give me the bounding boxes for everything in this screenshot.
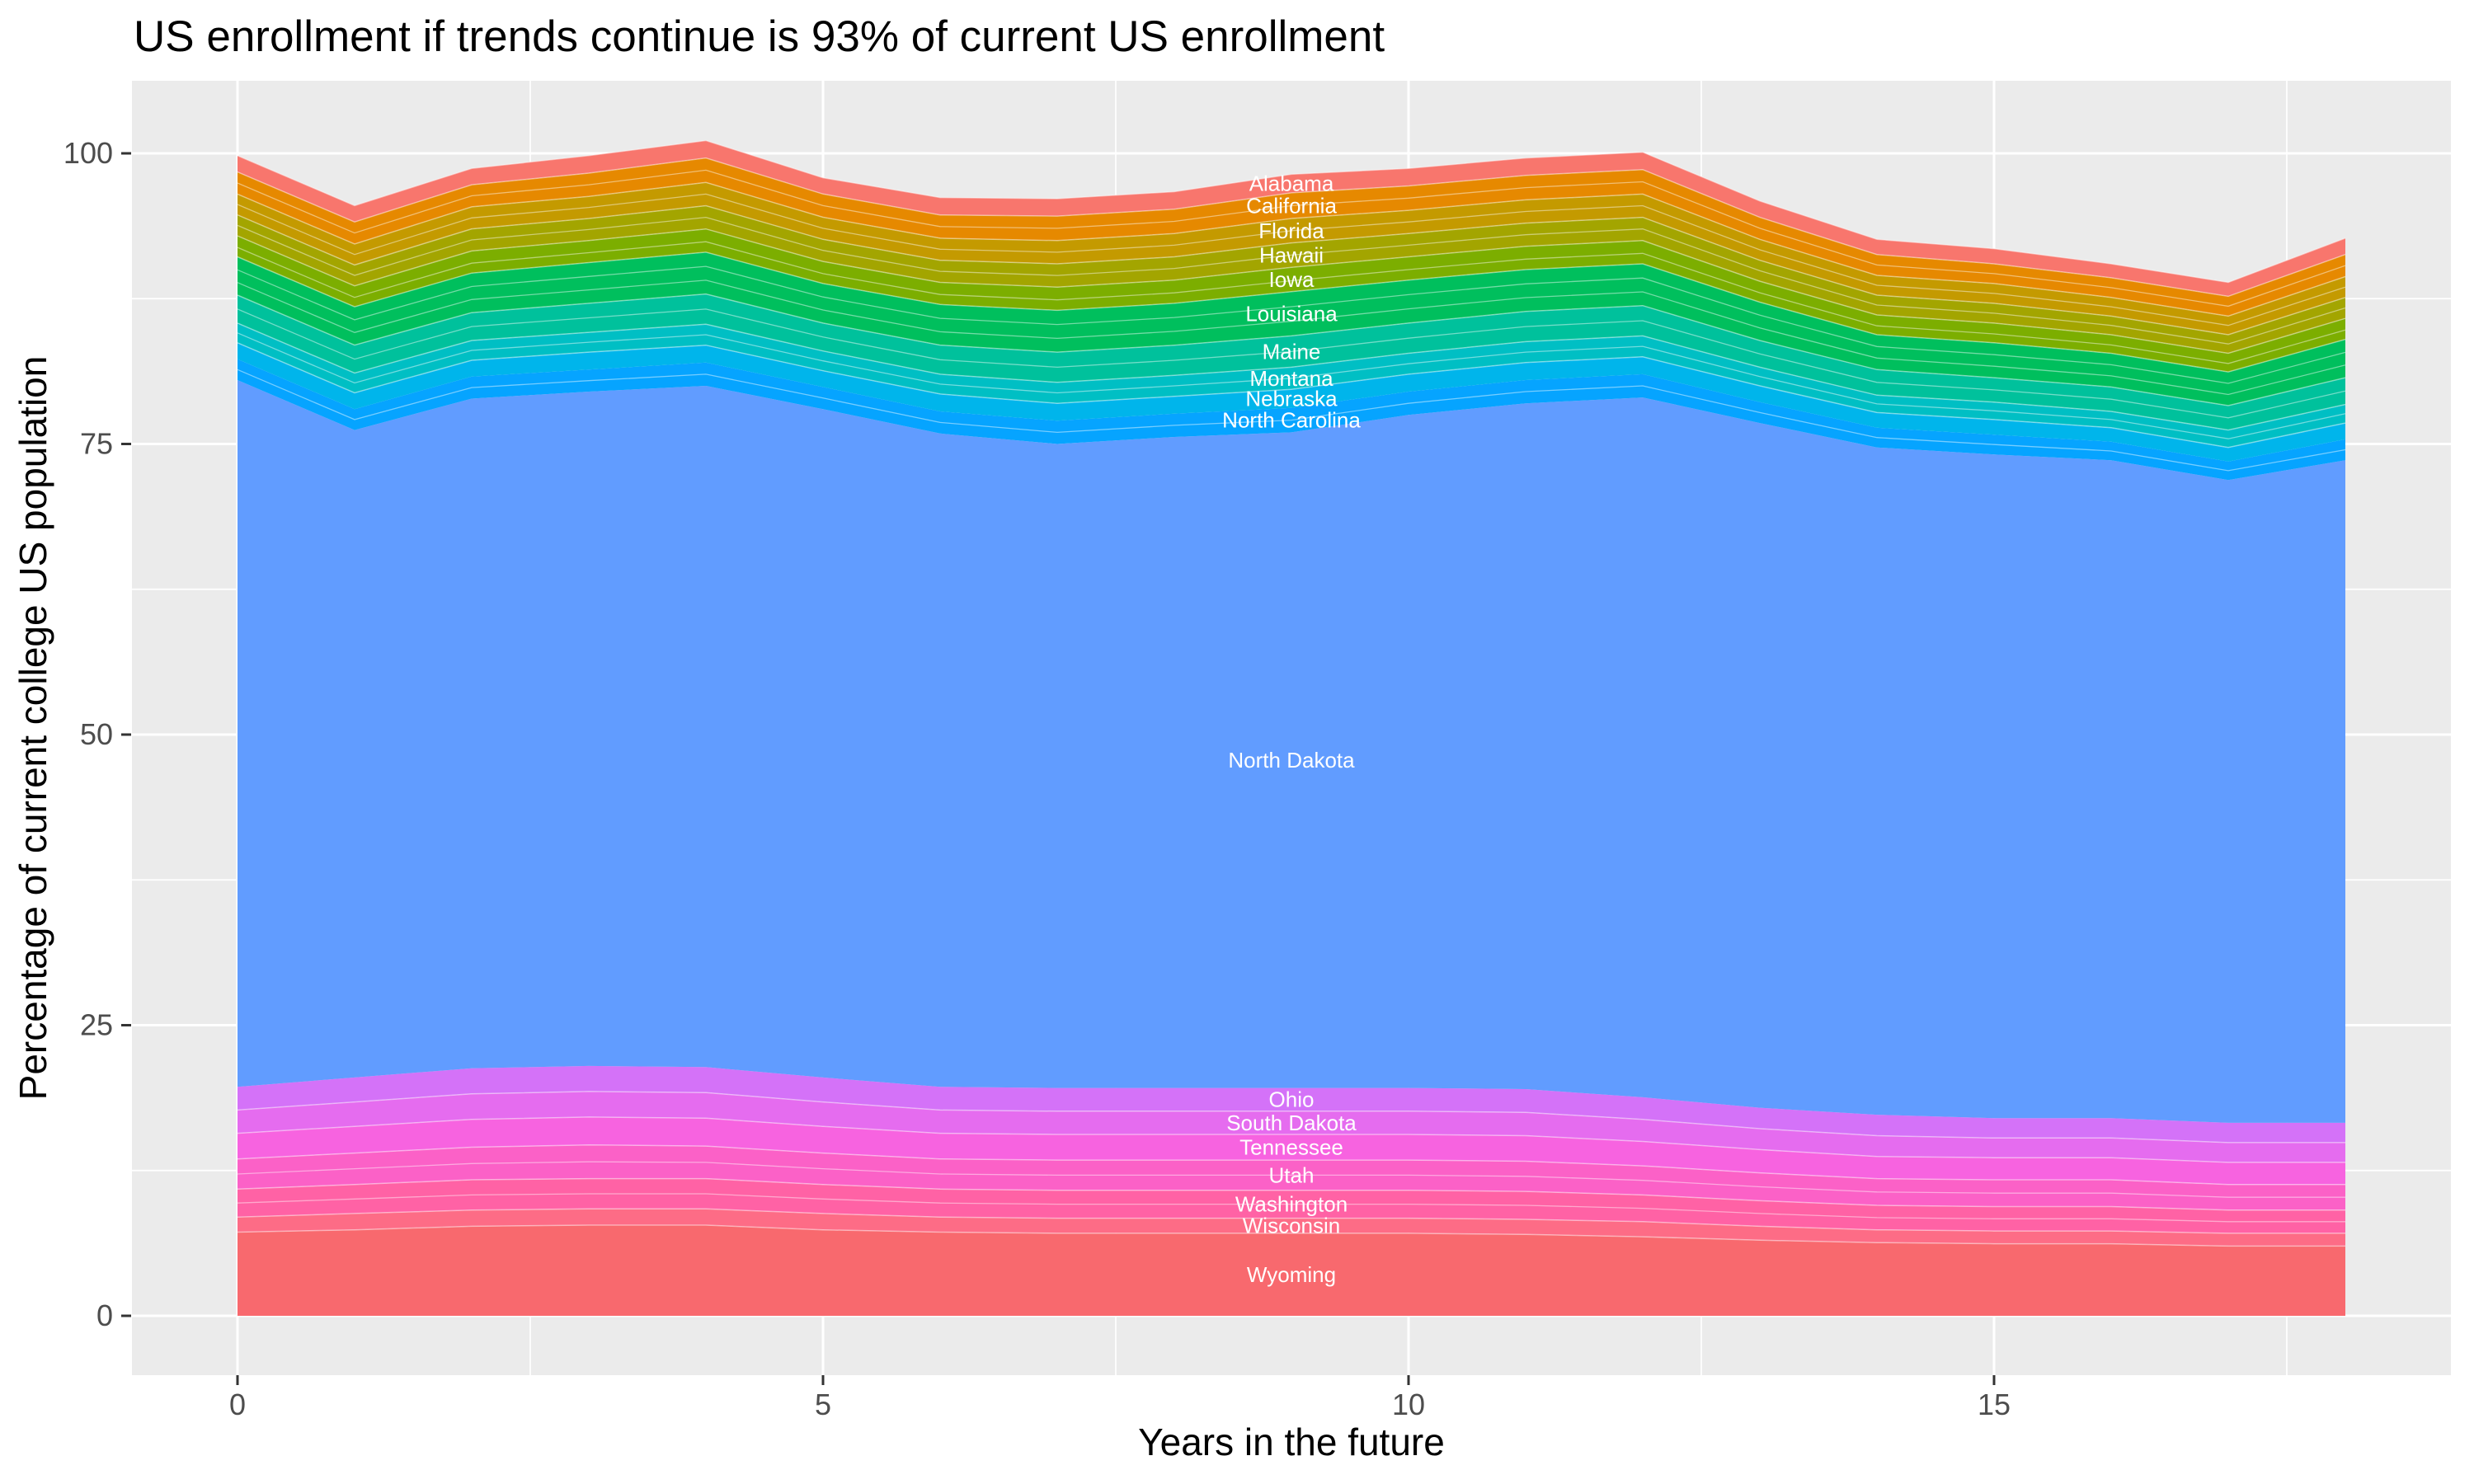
band-split-hairline (237, 193, 2346, 326)
band-split-hairline (237, 1161, 2345, 1198)
band-boundary-hairline (237, 293, 2346, 406)
band-boundary-hairline (237, 204, 2346, 336)
band-split-hairline (237, 1193, 2345, 1223)
band-split-hairline (237, 265, 2346, 384)
band-boundary-hairline (237, 157, 2346, 298)
state-label-washington: Washington (1235, 1192, 1348, 1217)
area-alabama (238, 140, 2345, 297)
x-axis-title: Years in the future (1138, 1421, 1445, 1463)
band-split-hairline (237, 216, 2346, 345)
state-label-tennessee: Tennessee (1239, 1135, 1343, 1160)
area-louisiana (238, 251, 2345, 406)
band-boundary-hairline (237, 1208, 2345, 1234)
band-split-hairline (237, 308, 2346, 419)
area-hawaii (238, 205, 2345, 354)
band-boundary-hairline (237, 251, 2346, 373)
band-boundary-hairline (237, 322, 2346, 431)
band-split-hairline (237, 332, 2346, 439)
y-tick-label-75: 75 (80, 427, 113, 461)
band-boundary-hairline (237, 1091, 2345, 1144)
x-tick-label-15: 15 (1978, 1388, 2011, 1421)
x-tick-label-10: 10 (1392, 1388, 1425, 1421)
area-nebraska (238, 342, 2345, 462)
area-iowa (238, 228, 2345, 373)
band-boundary-hairline (237, 342, 2346, 448)
state-label-maine: Maine (1263, 339, 1321, 364)
band-split-hairline (237, 279, 2346, 396)
area-south-dakota (238, 1091, 2345, 1162)
band-split-hairline (237, 369, 2346, 472)
state-label-florida: Florida (1258, 218, 1324, 243)
area-utah (238, 1144, 2345, 1210)
state-label-nebraska: Nebraska (1245, 387, 1338, 411)
state-label-wyoming: Wyoming (1247, 1262, 1336, 1287)
y-tick-label-0: 0 (96, 1298, 113, 1332)
area-washington (238, 1178, 2345, 1233)
y-tick-label-25: 25 (80, 1008, 113, 1042)
band-boundary-hairline (237, 139, 2346, 284)
area-tennessee (238, 1116, 2345, 1185)
state-label-louisiana: Louisiana (1245, 302, 1338, 326)
band-boundary-hairline (237, 1144, 2345, 1186)
band-boundary-hairline (237, 1177, 2345, 1211)
area-north-dakota (238, 380, 2345, 1123)
state-label-ohio: Ohio (1269, 1087, 1315, 1112)
band-split-hairline (237, 169, 2346, 308)
area-maine (238, 294, 2345, 430)
state-label-north-dakota: North Dakota (1228, 748, 1355, 773)
y-tick-label-50: 50 (80, 717, 113, 751)
y-tick-label-100: 100 (63, 136, 113, 170)
band-boundary-hairline (237, 1116, 2345, 1163)
x-tick-label-5: 5 (815, 1388, 831, 1421)
state-label-hawaii: Hawaii (1259, 242, 1324, 267)
state-label-wisconsin: Wisconsin (1243, 1214, 1340, 1238)
band-split-hairline (237, 241, 2346, 364)
area-ohio (238, 1065, 2345, 1143)
state-label-north-carolina: North Carolina (1222, 408, 1361, 433)
x-tick-label-0: 0 (229, 1388, 246, 1421)
state-label-alabama: Alabama (1249, 171, 1334, 196)
band-boundary-hairline (237, 181, 2346, 317)
state-label-california: California (1246, 193, 1337, 218)
chart-title: US enrollment if trends continue is 93% … (134, 12, 1385, 61)
area-california (238, 157, 2345, 317)
state-label-south-dakota: South Dakota (1226, 1111, 1357, 1135)
state-label-iowa: Iowa (1269, 267, 1315, 292)
area-florida (238, 182, 2345, 335)
state-label-utah: Utah (1269, 1162, 1315, 1187)
band-boundary-hairline (237, 228, 2346, 355)
area-wyoming (238, 1225, 2345, 1316)
area-montana (238, 322, 2345, 448)
area-north-carolina (238, 359, 2345, 481)
area-wisconsin (238, 1209, 2345, 1247)
state-label-montana: Montana (1249, 366, 1333, 391)
band-boundary-hairline (237, 1224, 2345, 1247)
